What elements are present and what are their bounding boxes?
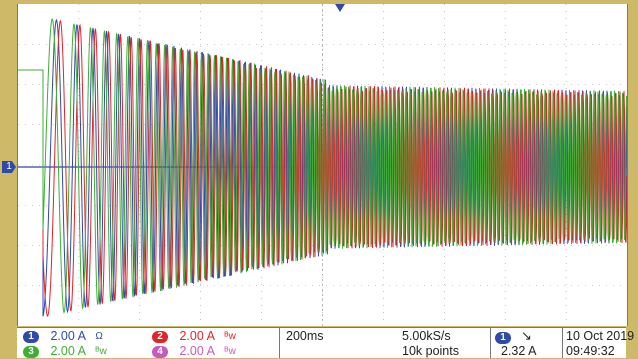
date-value: 10 Oct 2019 — [566, 329, 635, 343]
date-time-readout: 10 Oct 2019 09:49:32 — [563, 328, 634, 358]
record-length-value: 10k points — [402, 344, 459, 358]
status-bar: 1 2.00 A Ω 2 2.00 A ᴮw 3 2.00 A ᴮw 4 2.0… — [17, 327, 634, 358]
falling-edge-icon: ↘ — [521, 328, 532, 343]
channel-3-waveform — [18, 18, 627, 315]
channel-2-bandwidth: ᴮw — [224, 331, 236, 343]
sample-rate-value: 5.00kS/s — [402, 329, 451, 343]
horizontal-readout[interactable]: 200ms 5.00kS/s 10k points — [280, 328, 491, 358]
trigger-source: 1 — [495, 330, 511, 344]
channel-2-scale: 2.00 A — [179, 329, 215, 344]
channel-1-scale: 2.00 A — [50, 329, 86, 344]
channel-4-readout[interactable]: 4 2.00 A ᴮw — [152, 344, 236, 359]
channel-4-bandwidth: ᴮw — [224, 346, 236, 358]
channel-readouts: 1 2.00 A Ω 2 2.00 A ᴮw 3 2.00 A ᴮw 4 2.0… — [17, 328, 280, 358]
trigger-position-marker[interactable] — [335, 4, 345, 12]
channel-4-scale: 2.00 A — [179, 344, 215, 359]
trigger-readout[interactable]: 1 ↘ 2.32 A — [491, 328, 563, 358]
channel-1-readout[interactable]: 1 2.00 A Ω — [23, 329, 103, 344]
channel-1-badge: 1 — [23, 330, 39, 343]
waveform-plot — [18, 4, 627, 326]
channel-3-badge: 3 — [23, 345, 39, 358]
channel-2-readout[interactable]: 2 2.00 A ᴮw — [152, 329, 236, 344]
time-value: 09:49:32 — [566, 344, 615, 358]
channel-4-badge: 4 — [152, 345, 168, 358]
channel-1-ground-marker[interactable]: 1 — [2, 161, 16, 173]
channel-3-bandwidth: ᴮw — [95, 346, 107, 358]
trigger-level-value: 2.32 A — [501, 344, 537, 358]
channel-2-badge: 2 — [152, 330, 168, 343]
timebase-value: 200ms — [286, 329, 324, 343]
waveform-screen[interactable] — [17, 4, 628, 326]
trigger-source-badge: 1 — [495, 331, 511, 344]
channel-3-readout[interactable]: 3 2.00 A ᴮw — [23, 344, 107, 359]
channel-1-coupling: Ω — [95, 331, 103, 343]
channel-3-scale: 2.00 A — [50, 344, 86, 359]
